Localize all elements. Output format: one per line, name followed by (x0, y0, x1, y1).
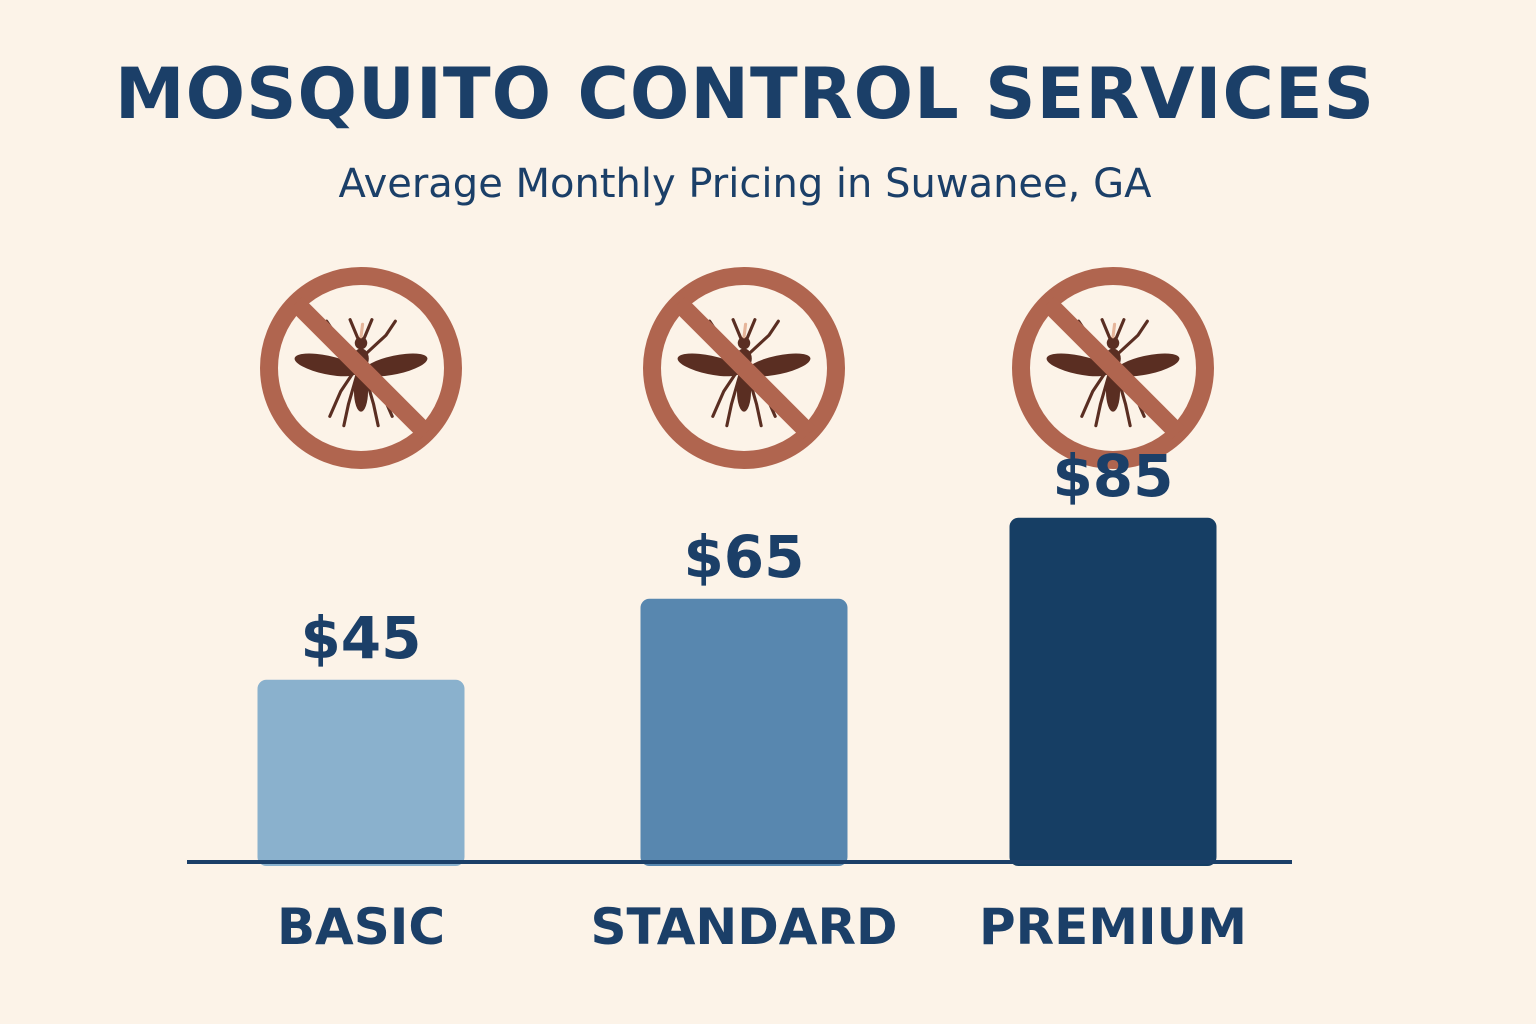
bar-standard (640, 598, 848, 866)
category-label-premium: PREMIUM (979, 898, 1247, 956)
value-label-premium: $85 (1052, 442, 1173, 510)
value-label-standard: $65 (683, 523, 804, 591)
no-mosquito-icon (1012, 267, 1214, 469)
no-mosquito-icon (260, 267, 462, 469)
value-label-basic: $45 (300, 604, 421, 672)
category-label-basic: BASIC (277, 898, 445, 956)
bar-basic (257, 679, 465, 866)
bar-premium (1009, 517, 1217, 866)
category-label-standard: STANDARD (591, 898, 898, 956)
no-mosquito-icon (643, 267, 845, 469)
chart-subtitle: Average Monthly Pricing in Suwanee, GA (338, 161, 1152, 207)
chart-title: MOSQUITO CONTROL SERVICES (114, 53, 1376, 135)
